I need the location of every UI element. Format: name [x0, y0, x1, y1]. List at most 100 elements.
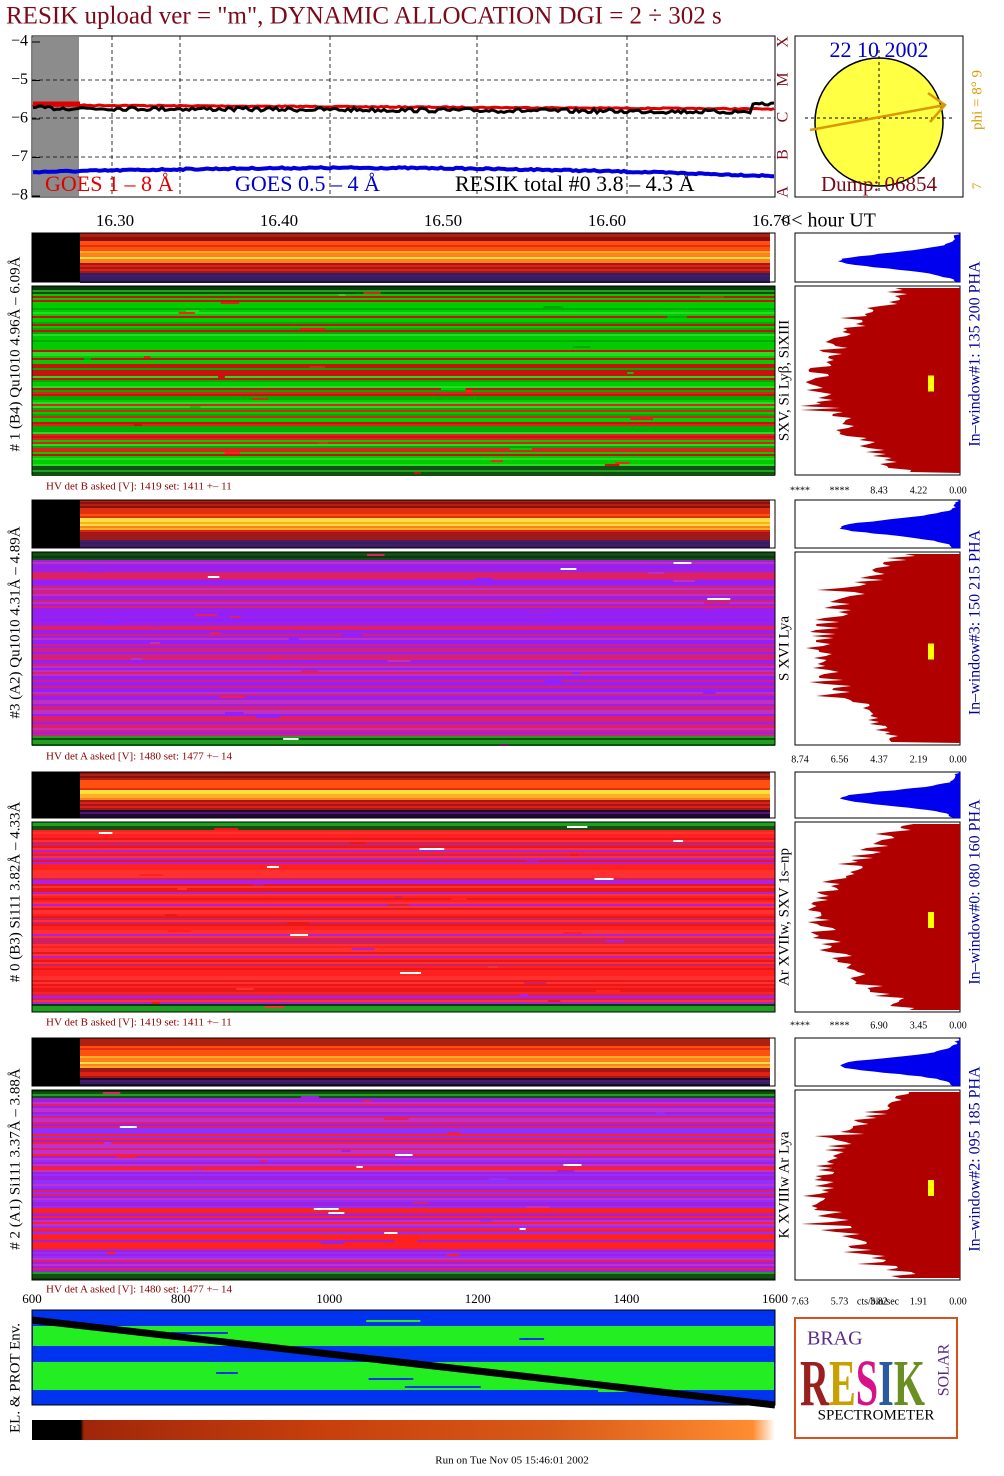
spectrogram-speck — [265, 1006, 285, 1008]
phi-min: 7 — [969, 182, 984, 189]
spectrogram-row — [32, 946, 775, 948]
spectrogram-row — [32, 644, 775, 646]
profile-tick-label: 6.56 — [831, 754, 849, 765]
spectrogram-row — [32, 918, 775, 920]
strip-row — [80, 790, 770, 792]
env-speck — [170, 1332, 228, 1334]
spectrogram-row — [32, 876, 775, 878]
spectrogram-speck — [597, 674, 618, 676]
spectrogram-speck — [301, 1096, 319, 1098]
spectrogram-row — [32, 1266, 775, 1268]
spectrogram-speck — [299, 328, 326, 330]
spectrogram-row — [32, 378, 775, 380]
spectrogram-row — [32, 1142, 775, 1144]
strip-row — [80, 1038, 770, 1040]
spectrogram-row — [32, 334, 775, 336]
goes-y-tick-label: −4 — [11, 33, 28, 50]
spectrogram-row — [32, 416, 775, 418]
legend-goes-short: GOES 0.5 – 4 Å — [235, 171, 380, 196]
window-marker — [928, 912, 934, 928]
spectrogram-row — [32, 434, 775, 436]
spectrogram-row — [32, 956, 775, 958]
spectrogram-row — [32, 1172, 775, 1174]
spectrogram-speck — [290, 934, 308, 936]
spectrogram-row — [32, 880, 775, 882]
hist-unit: cts/bin/sec — [857, 1296, 900, 1307]
spectrogram-row — [32, 1148, 775, 1150]
line-profile — [794, 821, 961, 1013]
logo-letter: R — [800, 1347, 830, 1420]
spectrogram-row — [32, 400, 775, 402]
env-band — [33, 1340, 774, 1342]
pha-histogram — [794, 1037, 961, 1087]
env-band — [33, 1384, 774, 1386]
spectrogram-row — [32, 1258, 775, 1260]
spectrogram-row — [32, 438, 775, 440]
spectrogram-row — [32, 1250, 775, 1252]
spectrogram-row — [32, 594, 775, 596]
spectrogram-row — [32, 1252, 775, 1254]
profile-tick-label: 5.73 — [831, 1296, 849, 1307]
spectrogram-row — [32, 628, 775, 630]
spectrogram-row — [32, 1228, 775, 1230]
strip-row — [80, 774, 770, 776]
spectrogram-row — [32, 374, 775, 376]
position-tick-label: 600 — [22, 1291, 42, 1306]
spectrogram-row — [32, 1268, 775, 1270]
spectrogram-speck — [488, 966, 498, 968]
spectrogram-row — [32, 1278, 775, 1280]
spectrogram-row — [32, 926, 775, 928]
spectrogram-row — [32, 1006, 775, 1008]
strip-row — [80, 526, 770, 528]
spectrogram-row — [32, 954, 775, 956]
spectrogram-speck — [572, 346, 591, 348]
logo-frame — [794, 1317, 958, 1439]
spectrogram-speck — [220, 302, 240, 304]
spectrogram-row — [32, 840, 775, 842]
spectrogram-row — [32, 1008, 775, 1010]
spectrogram-row — [32, 582, 775, 584]
env-band — [33, 1330, 774, 1332]
spectrogram-row — [32, 338, 775, 340]
spectrogram-row — [32, 968, 775, 970]
spectrogram-speck — [253, 884, 265, 886]
strip-row — [80, 1070, 770, 1072]
spectrogram-row — [32, 960, 775, 962]
spectrogram-row — [32, 604, 775, 606]
strip-row — [80, 1068, 770, 1070]
spectrogram-row — [32, 1244, 775, 1246]
spectrogram-row — [32, 420, 775, 422]
profile-area — [807, 824, 960, 1010]
spectrogram-row — [32, 998, 775, 1000]
spectrogram-speck — [384, 1232, 398, 1234]
spectrogram-row — [32, 892, 775, 894]
spectrogram-row — [32, 444, 775, 446]
spectrogram-row — [32, 996, 775, 998]
spectrogram-row — [32, 464, 775, 466]
spectrogram-row — [32, 1256, 775, 1258]
spectrogram-row — [32, 394, 775, 396]
spectrogram-speck — [563, 932, 582, 934]
pha-area — [840, 1038, 960, 1086]
spectrogram-row — [32, 410, 775, 412]
spectrogram-row — [32, 948, 775, 950]
strip-row — [80, 532, 770, 534]
spectrogram-speck — [566, 826, 588, 828]
spectrogram-row — [32, 1104, 775, 1106]
strip-row — [80, 786, 770, 788]
strip-row — [80, 265, 770, 267]
strip-row — [80, 502, 770, 504]
spectrogram-speck — [572, 672, 580, 674]
spectrogram-row — [32, 878, 775, 880]
strip-row — [80, 798, 770, 800]
profile-tick-label: 6.90 — [870, 1020, 888, 1031]
spectrogram — [31, 285, 776, 476]
spectrogram-row — [32, 854, 775, 856]
strip-frame — [31, 1037, 776, 1087]
spectrogram-speck — [419, 848, 445, 850]
spectrogram-row — [32, 1230, 775, 1232]
spectrogram-speck — [514, 924, 529, 926]
strip-frame — [31, 499, 776, 549]
strip-row — [80, 241, 770, 243]
